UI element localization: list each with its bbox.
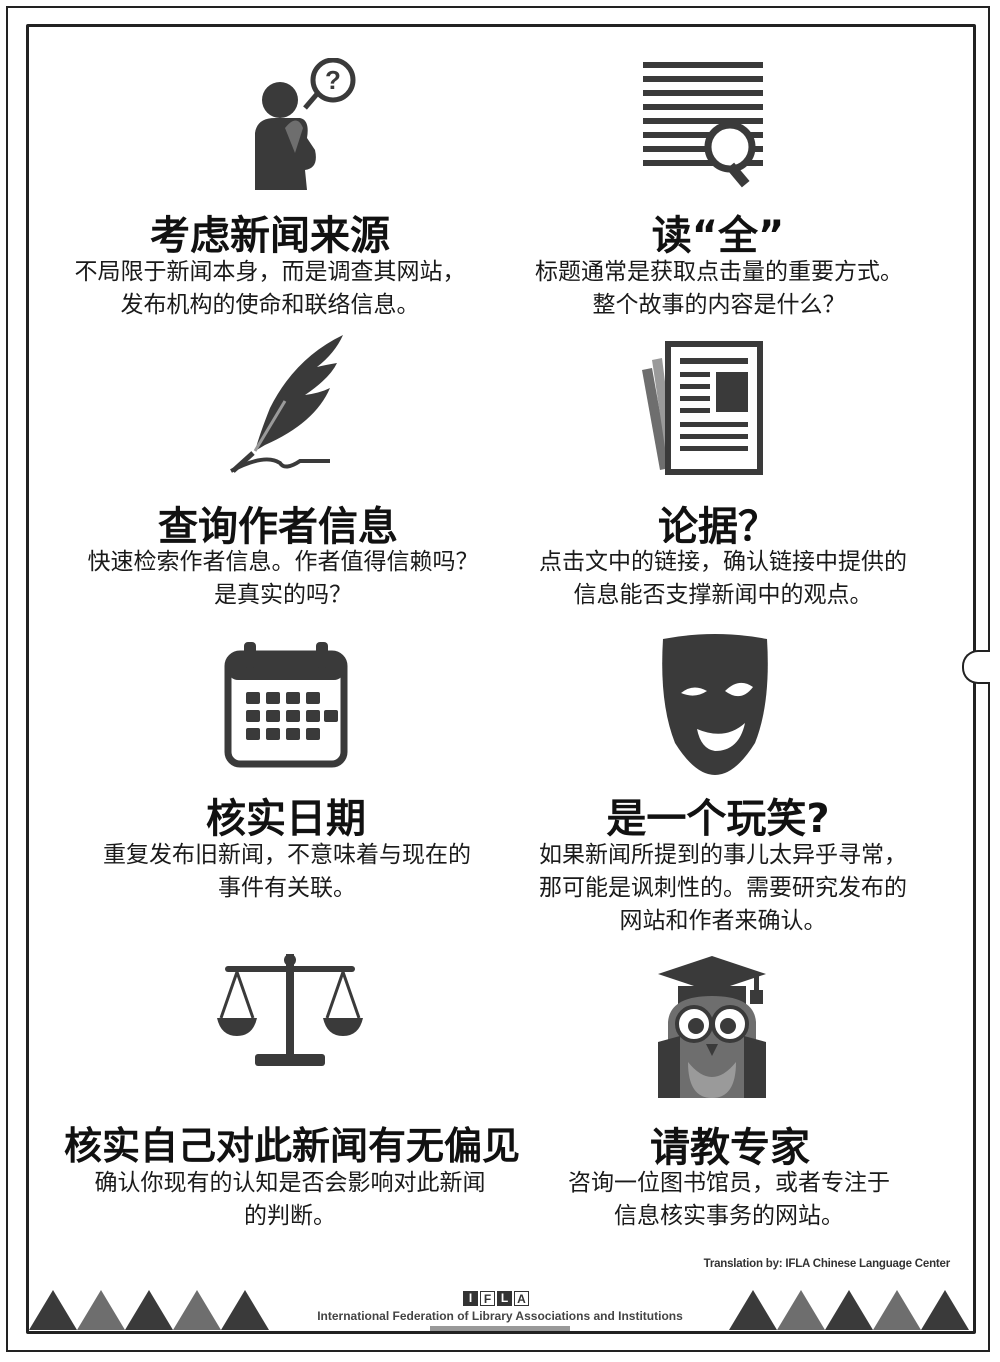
desc-line: 不局限于新闻本身，而是调查其网站， xyxy=(74,259,466,285)
desc-line: 整个故事的内容是什么？ xyxy=(592,292,846,318)
svg-text:?: ? xyxy=(325,65,341,95)
desc-line: 重复发布旧新闻，不意味着与现在的 xyxy=(103,842,471,868)
desc-line: 信息能否支撑新闻中的观点。 xyxy=(573,582,873,608)
desc-line: 标题通常是获取点击量的重要方式。 xyxy=(535,259,903,285)
translation-credit: Translation by: IFLA Chinese Language Ce… xyxy=(703,1258,951,1270)
logo-letter: I xyxy=(463,1291,478,1306)
newspaper-icon xyxy=(642,341,763,475)
card-title-read-full: 读“全” xyxy=(651,213,785,259)
footer-url-blur xyxy=(430,1326,570,1331)
desc-line: 发布机构的使命和联络信息。 xyxy=(120,292,420,318)
card-desc-read-full: 标题通常是获取点击量的重要方式。 整个故事的内容是什么？ xyxy=(484,256,954,322)
card-desc-date: 重复发布旧新闻，不意味着与现在的 事件有关联。 xyxy=(52,839,522,905)
card-desc-author: 快速检索作者信息。作者值得信赖吗？ 是真实的吗？ xyxy=(48,546,518,612)
card-title-bias: 核实自己对此新闻有无偏见 xyxy=(63,1124,520,1168)
desc-line: 事件有关联。 xyxy=(218,875,356,901)
card-desc-source: 不局限于新闻本身，而是调查其网站， 发布机构的使命和联络信息。 xyxy=(35,256,505,322)
calendar-icon xyxy=(224,642,348,768)
card-desc-bias: 确认你现有的认知是否会影响对此新闻 的判断。 xyxy=(55,1167,525,1233)
logo-letter: F xyxy=(480,1291,495,1306)
owl-graduate-icon xyxy=(658,956,766,1098)
desc-line: 的判断。 xyxy=(244,1203,336,1229)
desc-line: 咨询一位图书馆员，或者专注于 xyxy=(568,1170,890,1196)
desc-line: 快速检索作者信息。作者值得信赖吗？ xyxy=(87,549,479,575)
scales-icon xyxy=(217,954,363,1066)
logo-letter: A xyxy=(514,1291,529,1306)
card-title-evidence: 论据？ xyxy=(658,504,778,550)
card-title-author: 查询作者信息 xyxy=(158,504,398,550)
card-desc-evidence: 点击文中的链接，确认链接中提供的 信息能否支撑新闻中的观点。 xyxy=(488,546,958,612)
card-desc-joke: 如果新闻所提到的事儿太异乎寻常， 那可能是讽刺性的。需要研究发布的 网站和作者来… xyxy=(488,839,958,938)
card-title-joke: 是一个玩笑? xyxy=(606,796,830,842)
mask-icon xyxy=(662,634,768,775)
logo-letter: L xyxy=(497,1291,512,1306)
feather-quill-icon xyxy=(230,335,343,473)
card-title-source: 考虑新闻来源 xyxy=(150,213,390,259)
footer-triangles xyxy=(29,1290,969,1330)
desc-line: 信息核实事务的网站。 xyxy=(614,1203,844,1229)
desc-line: 网站和作者来确认。 xyxy=(619,908,827,934)
desc-line: 是真实的吗？ xyxy=(214,582,352,608)
page-notch xyxy=(962,650,990,684)
organization-name: International Federation of Library Asso… xyxy=(317,1309,683,1323)
card-title-date: 核实日期 xyxy=(206,796,366,842)
desc-line: 确认你现有的认知是否会影响对此新闻 xyxy=(94,1170,486,1196)
card-desc-expert: 咨询一位图书馆员，或者专注于 信息核实事务的网站。 xyxy=(494,1167,964,1233)
magnifier-text-icon xyxy=(643,62,763,188)
person-question-icon: ? xyxy=(255,58,356,190)
desc-line: 如果新闻所提到的事儿太异乎寻常， xyxy=(539,842,907,868)
ifla-logo: I F L A xyxy=(463,1291,529,1306)
desc-line: 点击文中的链接，确认链接中提供的 xyxy=(539,549,907,575)
desc-line: 那可能是讽刺性的。需要研究发布的 xyxy=(539,875,907,901)
card-title-expert: 请教专家 xyxy=(650,1125,810,1171)
